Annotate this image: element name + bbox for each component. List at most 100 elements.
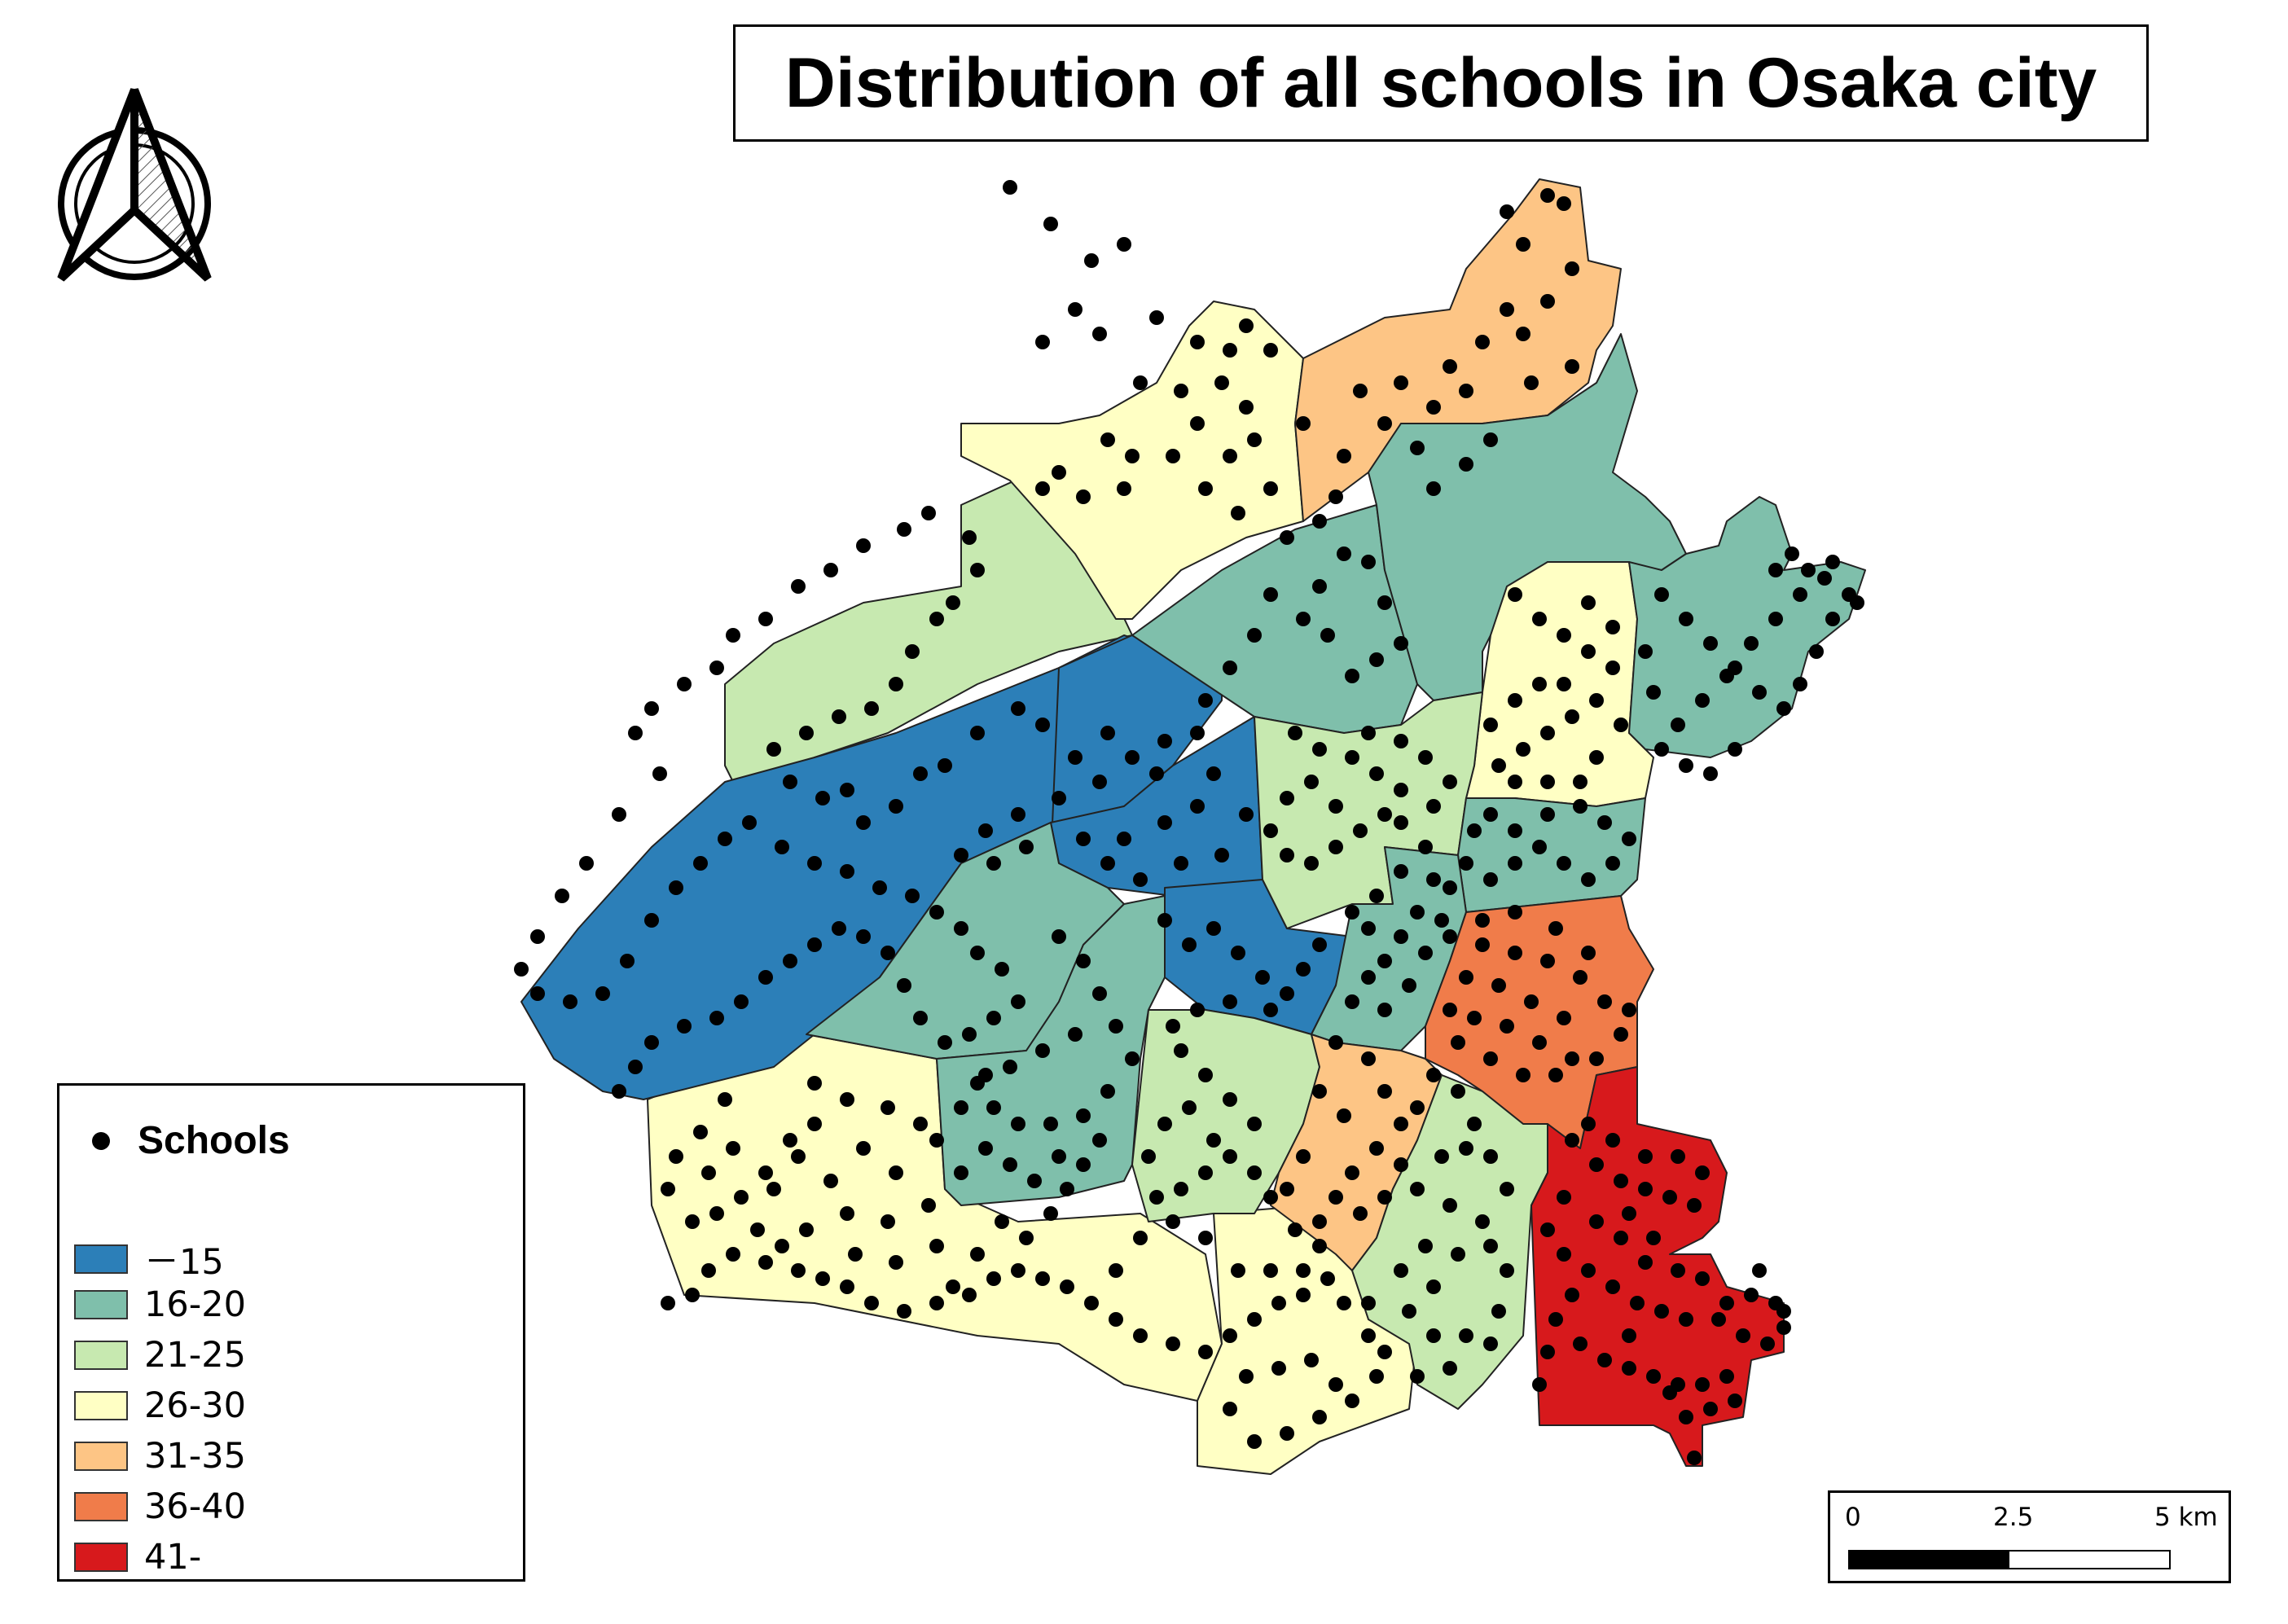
school-point bbox=[1377, 416, 1392, 431]
school-point bbox=[1223, 449, 1237, 463]
school-point bbox=[897, 978, 911, 993]
school-point bbox=[783, 954, 797, 968]
school-point bbox=[1605, 1133, 1620, 1148]
school-point bbox=[1508, 823, 1522, 838]
school-point bbox=[1736, 1328, 1750, 1343]
school-point bbox=[1190, 416, 1205, 431]
school-point bbox=[1662, 1385, 1677, 1400]
school-point bbox=[677, 677, 692, 691]
school-point bbox=[856, 1141, 871, 1156]
school-point bbox=[954, 848, 968, 862]
school-point bbox=[1565, 359, 1579, 374]
school-point bbox=[1825, 612, 1840, 626]
school-point bbox=[1109, 1019, 1123, 1034]
school-point bbox=[1361, 1296, 1376, 1310]
school-point bbox=[1557, 628, 1571, 643]
school-point bbox=[1263, 1003, 1278, 1017]
school-point bbox=[1516, 1068, 1530, 1082]
school-point bbox=[709, 1011, 724, 1025]
school-point bbox=[799, 726, 814, 740]
school-point bbox=[1280, 1426, 1294, 1441]
school-point bbox=[921, 1198, 936, 1213]
school-point bbox=[1654, 1304, 1669, 1319]
school-point bbox=[954, 1165, 968, 1180]
school-point bbox=[1328, 1377, 1343, 1392]
school-point bbox=[1052, 1149, 1066, 1164]
school-point bbox=[1565, 1288, 1579, 1302]
school-point bbox=[1581, 644, 1596, 659]
school-point bbox=[1043, 1117, 1058, 1131]
school-point bbox=[889, 799, 903, 814]
school-point bbox=[995, 962, 1009, 977]
school-point bbox=[1092, 775, 1107, 789]
school-point bbox=[864, 1296, 879, 1310]
school-point bbox=[1825, 555, 1840, 569]
school-point bbox=[1353, 823, 1368, 838]
school-point bbox=[1605, 856, 1620, 871]
school-point bbox=[1467, 1117, 1482, 1131]
school-point bbox=[1312, 742, 1327, 757]
school-point bbox=[628, 1060, 643, 1074]
school-point bbox=[644, 701, 659, 716]
school-point bbox=[807, 937, 822, 952]
school-point bbox=[1622, 832, 1636, 846]
school-point bbox=[978, 823, 993, 838]
school-point bbox=[1019, 840, 1034, 854]
school-point bbox=[995, 1214, 1009, 1229]
school-point bbox=[677, 1019, 692, 1034]
school-point bbox=[1459, 1328, 1473, 1343]
school-point bbox=[1288, 726, 1302, 740]
school-point bbox=[1337, 1108, 1351, 1123]
school-point bbox=[1223, 1149, 1237, 1164]
school-point bbox=[1638, 1182, 1653, 1196]
school-point bbox=[1508, 693, 1522, 708]
school-point bbox=[1728, 742, 1742, 757]
school-point bbox=[1369, 652, 1384, 667]
school-point bbox=[807, 1117, 822, 1131]
school-point bbox=[1043, 217, 1058, 231]
school-point bbox=[1206, 921, 1221, 936]
school-point bbox=[1581, 872, 1596, 887]
school-point bbox=[1182, 1100, 1197, 1115]
school-point bbox=[1011, 1263, 1025, 1278]
school-point bbox=[1214, 375, 1229, 390]
school-point bbox=[1198, 693, 1213, 708]
school-point bbox=[693, 1125, 708, 1139]
school-point bbox=[1312, 514, 1327, 529]
school-point bbox=[1312, 579, 1327, 594]
school-point bbox=[1793, 677, 1807, 691]
school-point bbox=[734, 1190, 749, 1205]
school-point bbox=[1247, 432, 1262, 447]
legend-class-5: 36-40 bbox=[74, 1486, 246, 1527]
school-point bbox=[1451, 1247, 1465, 1262]
school-point bbox=[1092, 327, 1107, 341]
school-point bbox=[1206, 1133, 1221, 1148]
school-point bbox=[1614, 1231, 1628, 1245]
school-point bbox=[1296, 962, 1311, 977]
school-point bbox=[652, 766, 667, 781]
school-point bbox=[1589, 750, 1604, 765]
school-point bbox=[1320, 628, 1335, 643]
school-point bbox=[1776, 701, 1791, 716]
school-point bbox=[669, 1149, 683, 1164]
school-point bbox=[1475, 1214, 1490, 1229]
district-south-east bbox=[1351, 1074, 1548, 1410]
school-point bbox=[1500, 302, 1514, 317]
school-point bbox=[1491, 978, 1506, 993]
school-point bbox=[954, 921, 968, 936]
school-point bbox=[1402, 978, 1416, 993]
school-point bbox=[1263, 587, 1278, 602]
school-point bbox=[1312, 1214, 1327, 1229]
school-point bbox=[1174, 1043, 1188, 1058]
legend: Schools －15 16-20 21-25 26-30 31-35 36-40 41- bbox=[57, 1083, 525, 1582]
school-point bbox=[1296, 1263, 1311, 1278]
school-point bbox=[1312, 1084, 1327, 1099]
school-point bbox=[1500, 204, 1514, 219]
school-point bbox=[1239, 807, 1254, 822]
school-point bbox=[1630, 1296, 1645, 1310]
school-point bbox=[1361, 970, 1376, 985]
school-point bbox=[1288, 1222, 1302, 1237]
school-point bbox=[612, 1084, 626, 1099]
school-point bbox=[1345, 669, 1359, 683]
school-point bbox=[1671, 1149, 1685, 1164]
